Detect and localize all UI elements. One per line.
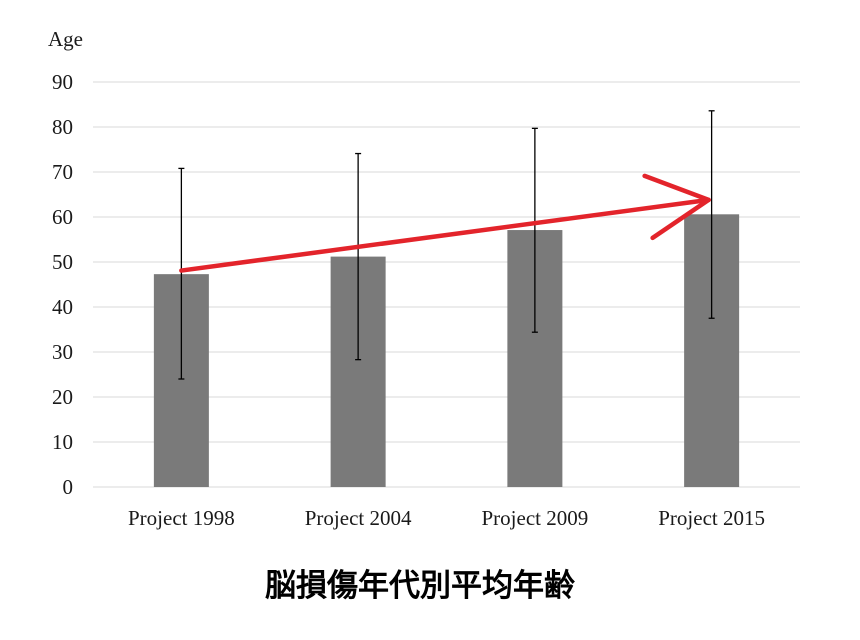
- y-tick-label: 40: [52, 295, 73, 319]
- y-tick-label: 0: [63, 475, 74, 499]
- error-bars: [178, 110, 715, 380]
- y-tick-label: 10: [52, 430, 73, 454]
- trend-arrow-head: [642, 173, 711, 241]
- y-tick-label: 80: [52, 115, 73, 139]
- trend-arrow-shaft: [179, 197, 711, 273]
- y-tick-label: 90: [52, 70, 73, 94]
- chart-title: 脳損傷年代別平均年齢: [265, 568, 575, 604]
- y-axis-ticks: 0 10 20 30 40 50 60 70 80 90: [52, 70, 73, 499]
- bars: [153, 214, 740, 488]
- y-tick-label: 30: [52, 340, 73, 364]
- y-tick-label: 50: [52, 250, 73, 274]
- x-category-label: Project 2015: [658, 506, 765, 530]
- x-category-label: Project 2004: [305, 506, 412, 530]
- gridlines: [93, 81, 800, 488]
- y-axis-title: Age: [48, 27, 83, 51]
- x-category-label: Project 1998: [128, 506, 235, 530]
- x-axis-labels: Project 1998 Project 2004 Project 2009 Proj…: [128, 506, 765, 530]
- y-tick-label: 60: [52, 205, 73, 229]
- trend-arrow: [179, 173, 711, 273]
- x-category-label: Project 2009: [482, 506, 589, 530]
- y-tick-label: 20: [52, 385, 73, 409]
- y-tick-label: 70: [52, 160, 73, 184]
